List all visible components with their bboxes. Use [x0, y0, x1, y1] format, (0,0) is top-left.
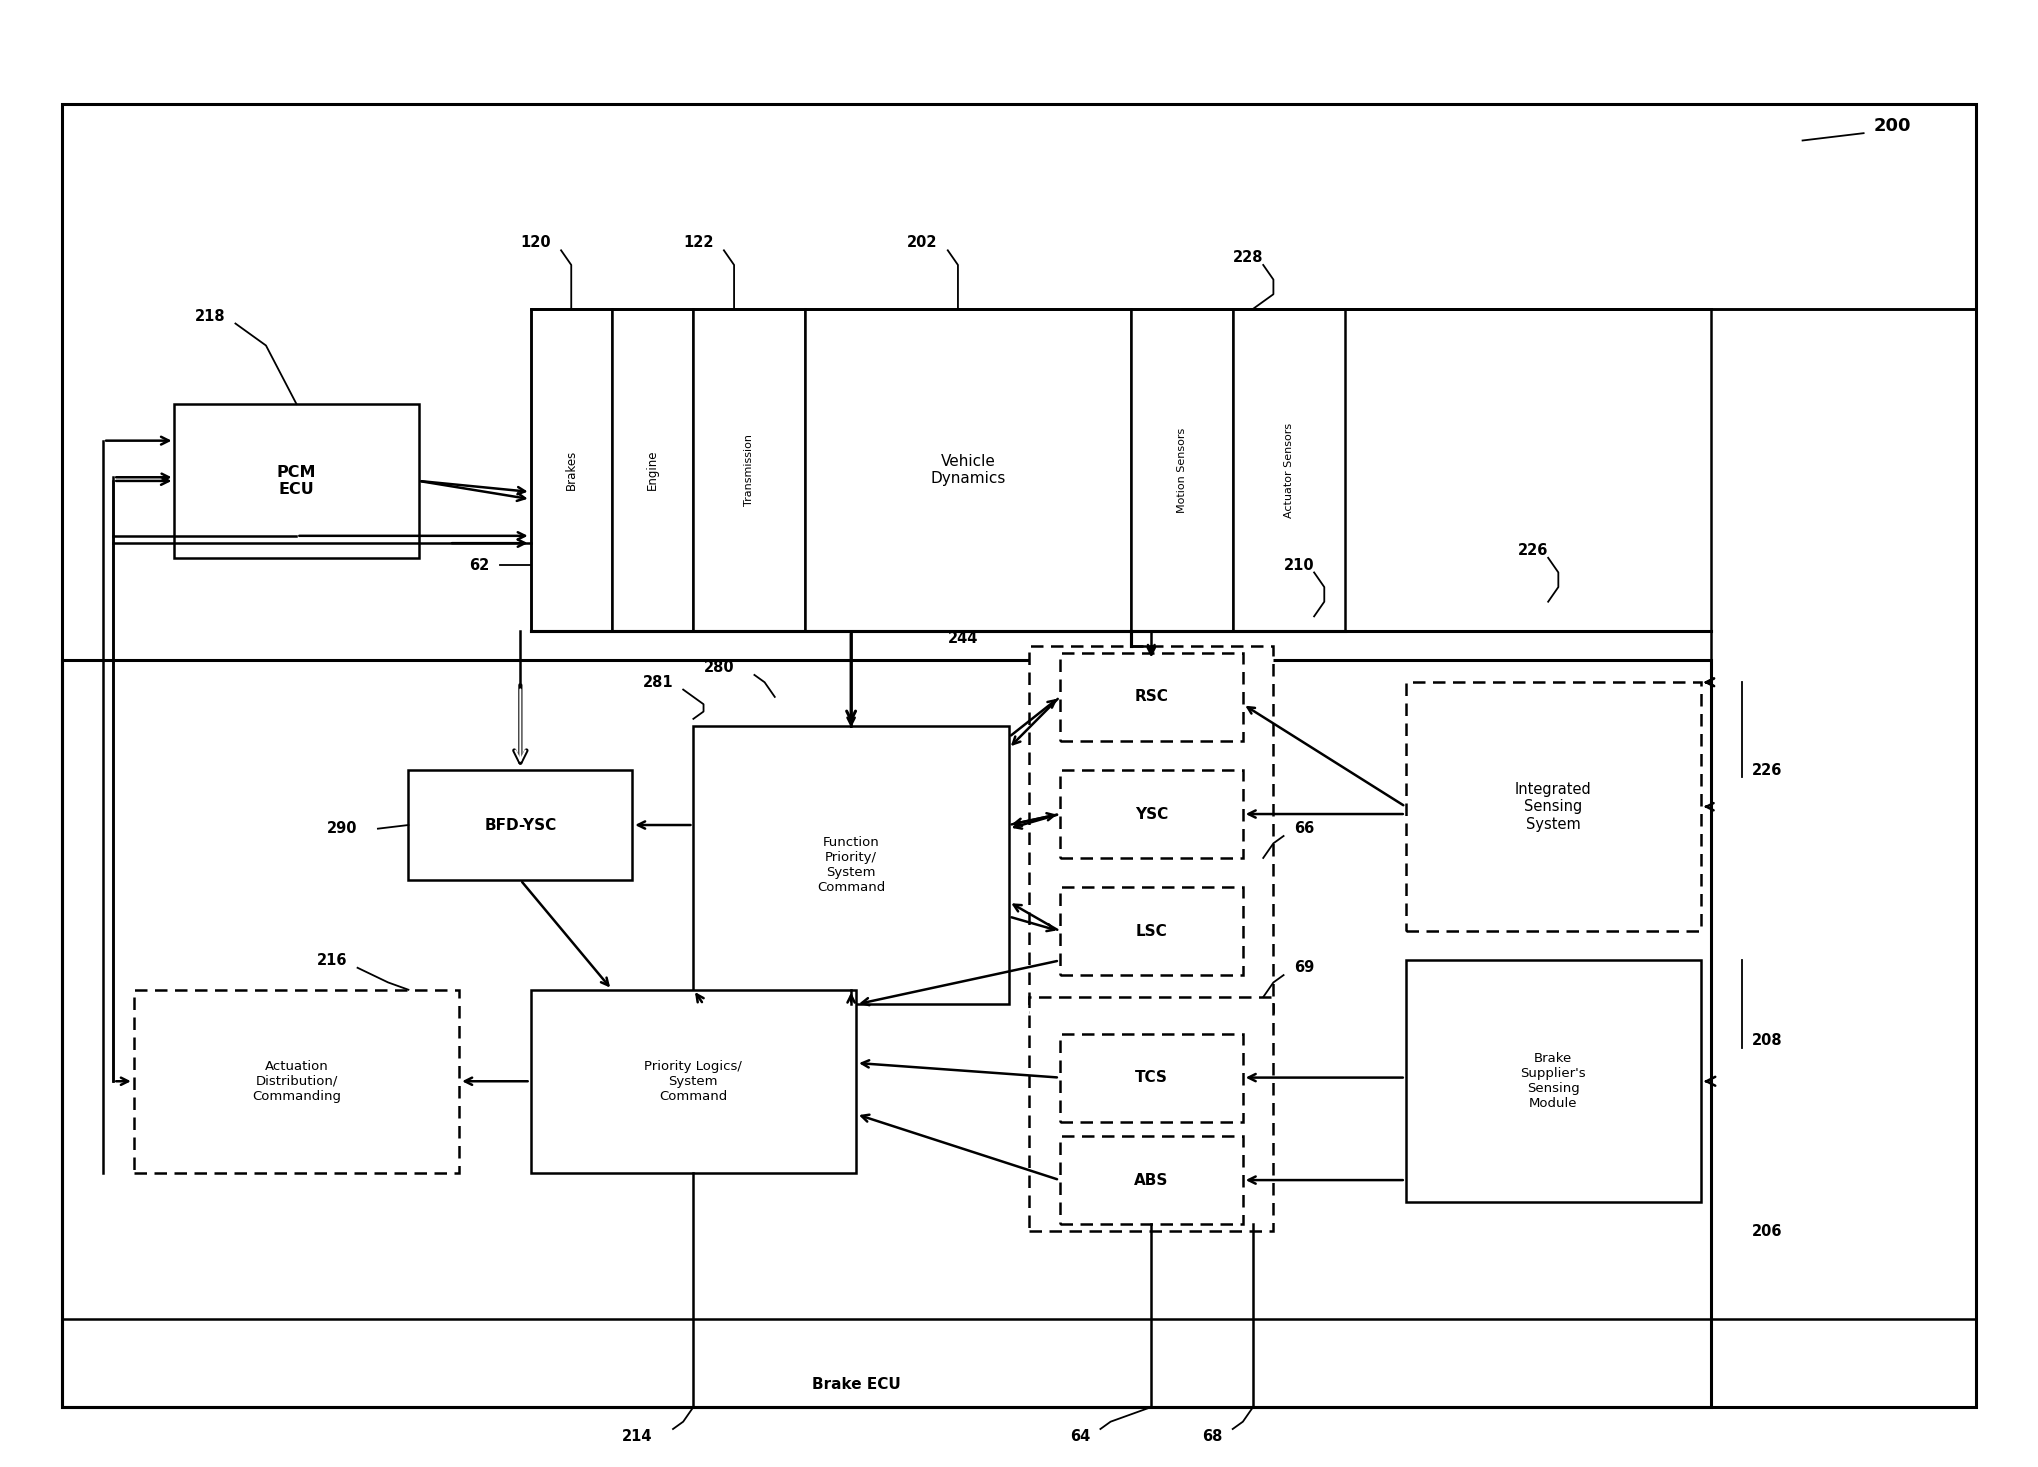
- Text: Transmission: Transmission: [744, 434, 754, 506]
- Text: LSC: LSC: [1135, 924, 1168, 939]
- Text: Motion Sensors: Motion Sensors: [1176, 427, 1186, 512]
- Text: 66: 66: [1294, 822, 1315, 836]
- Bar: [530, 990, 856, 1172]
- Text: 281: 281: [642, 675, 673, 689]
- Text: 280: 280: [703, 660, 734, 675]
- Text: ABS: ABS: [1133, 1172, 1168, 1188]
- Text: Vehicle
Dynamics: Vehicle Dynamics: [931, 453, 1007, 486]
- Bar: [175, 403, 418, 557]
- Bar: [611, 310, 693, 631]
- Text: Brakes: Brakes: [565, 450, 577, 490]
- Bar: [1131, 310, 1233, 631]
- Text: Integrated
Sensing
System: Integrated Sensing System: [1514, 782, 1592, 832]
- Text: 226: 226: [1753, 763, 1781, 778]
- Text: 62: 62: [469, 557, 489, 572]
- Bar: [1060, 770, 1243, 858]
- Bar: [1060, 1135, 1243, 1223]
- Text: 210: 210: [1284, 557, 1315, 572]
- Text: PCM
ECU: PCM ECU: [277, 465, 316, 497]
- Bar: [135, 990, 459, 1172]
- Text: YSC: YSC: [1135, 807, 1168, 822]
- Text: 202: 202: [907, 236, 937, 251]
- Text: 228: 228: [1233, 251, 1264, 266]
- Text: 226: 226: [1518, 543, 1549, 557]
- Text: Engine: Engine: [646, 450, 658, 490]
- Text: 216: 216: [316, 954, 346, 968]
- Text: 218: 218: [196, 308, 226, 324]
- Text: 290: 290: [326, 822, 357, 836]
- Text: BFD-YSC: BFD-YSC: [485, 817, 556, 832]
- Text: RSC: RSC: [1135, 689, 1168, 704]
- Text: Brake ECU: Brake ECU: [811, 1378, 901, 1392]
- Bar: [1233, 310, 1345, 631]
- Text: 64: 64: [1070, 1429, 1090, 1444]
- Bar: [1029, 645, 1274, 1012]
- Bar: [1406, 961, 1702, 1201]
- Bar: [1060, 888, 1243, 976]
- Text: Brake
Supplier's
Sensing
Module: Brake Supplier's Sensing Module: [1520, 1052, 1586, 1111]
- Bar: [1029, 998, 1274, 1231]
- Bar: [1060, 1034, 1243, 1121]
- Text: Priority Logics/
System
Command: Priority Logics/ System Command: [644, 1059, 742, 1103]
- Text: 200: 200: [1873, 117, 1912, 135]
- Text: Function
Priority/
System
Command: Function Priority/ System Command: [817, 836, 884, 895]
- Bar: [408, 770, 632, 880]
- Text: 244: 244: [948, 631, 978, 645]
- Bar: [1060, 653, 1243, 741]
- Text: 120: 120: [520, 236, 550, 251]
- Text: 208: 208: [1753, 1033, 1783, 1049]
- Bar: [1406, 682, 1702, 932]
- Text: 122: 122: [683, 236, 713, 251]
- Bar: [63, 660, 1712, 1407]
- Text: TCS: TCS: [1135, 1069, 1168, 1086]
- Text: 69: 69: [1294, 961, 1315, 976]
- Bar: [530, 310, 611, 631]
- Bar: [805, 310, 1131, 631]
- Text: Actuator Sensors: Actuator Sensors: [1284, 422, 1294, 518]
- Bar: [693, 310, 805, 631]
- Text: 68: 68: [1202, 1429, 1223, 1444]
- Bar: [693, 726, 1009, 1005]
- Text: 206: 206: [1753, 1223, 1781, 1238]
- Text: Actuation
Distribution/
Commanding: Actuation Distribution/ Commanding: [253, 1059, 340, 1103]
- Text: 214: 214: [622, 1429, 652, 1444]
- Bar: [63, 104, 1975, 1407]
